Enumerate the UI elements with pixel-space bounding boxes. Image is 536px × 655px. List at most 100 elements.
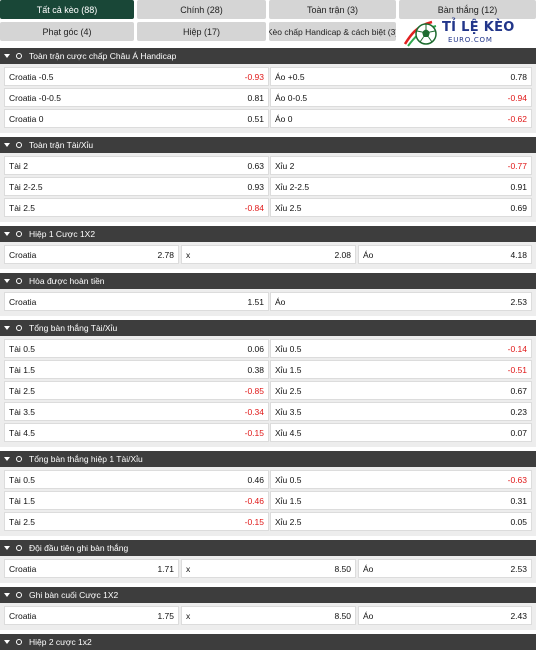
tab-main[interactable]: Chính (28) — [137, 0, 266, 19]
collapse-arrow-icon[interactable] — [4, 143, 10, 147]
odds-cell[interactable]: Xỉu 0.5 -0.63 — [270, 470, 532, 489]
settings-icon[interactable] — [16, 325, 22, 331]
odds-cell[interactable]: Croatia 1.75 — [4, 606, 179, 625]
tab-goals[interactable]: Bàn thắng (12) — [399, 0, 536, 19]
section-header[interactable]: Toàn trận cược chấp Châu Á Handicap — [0, 48, 536, 64]
collapse-arrow-icon[interactable] — [4, 546, 10, 550]
settings-icon[interactable] — [16, 142, 22, 148]
odds-cell[interactable]: Tài 1.5 -0.46 — [4, 491, 269, 510]
handicap-line: 1.5 — [23, 495, 36, 506]
odds-section: Toàn trận Tài/Xỉu Tài 2 0.63 Xỉu 2 -0.77 Tài … — [0, 137, 536, 222]
odds-cell[interactable]: Xỉu 4.5 0.07 — [270, 423, 532, 442]
odds-cell[interactable]: Áo +0.5 0.78 — [270, 67, 532, 86]
odds-cell[interactable]: Xỉu 2 -0.77 — [270, 156, 532, 175]
odds-cell[interactable]: x 8.50 — [181, 606, 356, 625]
odds-cell[interactable]: Tài 2 0.63 — [4, 156, 269, 175]
tab-handicap-margin[interactable]: Kèo chấp Handicap & cách biệt (3) — [269, 22, 396, 41]
odds-cell[interactable]: Xỉu 0.5 -0.14 — [270, 339, 532, 358]
odds-cell[interactable]: Tài 2.5 -0.15 — [4, 512, 269, 531]
collapse-arrow-icon[interactable] — [4, 279, 10, 283]
tab-corners[interactable]: Phạt góc (4) — [0, 22, 134, 41]
site-logo[interactable]: TỈ LỆ KÈO EURO.COM — [402, 18, 534, 48]
odds-cell[interactable]: Croatia 2.78 — [4, 245, 179, 264]
selection-label: Xỉu 2-2.5 — [275, 182, 510, 192]
section-title: Ghi bàn cuối Cược 1X2 — [29, 590, 119, 600]
settings-icon[interactable] — [16, 456, 22, 462]
section-header[interactable]: Hiệp 1 Cược 1X2 — [0, 226, 536, 242]
collapse-arrow-icon[interactable] — [4, 640, 10, 644]
section-header[interactable]: Hòa được hoàn tiền — [0, 273, 536, 289]
settings-icon[interactable] — [16, 278, 22, 284]
odds-cell[interactable]: Xỉu 2.5 0.05 — [270, 512, 532, 531]
tab-halves[interactable]: Hiệp (17) — [137, 22, 266, 41]
odds-cell[interactable]: Xỉu 1.5 -0.51 — [270, 360, 532, 379]
selection-label: Croatia 0 — [9, 114, 247, 124]
handicap-line: 2.5 — [289, 385, 302, 396]
odds-cell[interactable]: Xỉu 1.5 0.31 — [270, 491, 532, 510]
section-header[interactable]: Toàn trận Tài/Xỉu — [0, 137, 536, 153]
odds-cell[interactable]: Tài 2.5 -0.85 — [4, 381, 269, 400]
settings-icon[interactable] — [16, 53, 22, 59]
odds-cell[interactable]: Áo 2.53 — [270, 292, 532, 311]
odds-cell[interactable]: Áo 2.53 — [358, 559, 532, 578]
tab-full-match[interactable]: Toàn trận (3) — [269, 0, 396, 19]
odds-cell[interactable]: x 8.50 — [181, 559, 356, 578]
section-title: Hòa được hoàn tiền — [29, 276, 105, 286]
odds-cell[interactable]: Áo 4.18 — [358, 245, 532, 264]
odds-cell[interactable]: Áo 2.43 — [358, 606, 532, 625]
collapse-arrow-icon[interactable] — [4, 54, 10, 58]
odds-value: 1.71 — [157, 563, 174, 574]
selection-label: Áo — [363, 611, 510, 621]
section-header[interactable]: Hiệp 2 cược 1x2 — [0, 634, 536, 650]
collapse-arrow-icon[interactable] — [4, 457, 10, 461]
odds-row: Croatia 0 0.51 Áo 0 -0.62 — [0, 108, 536, 129]
selection-name: Croatia — [9, 71, 37, 82]
settings-icon[interactable] — [16, 639, 22, 645]
odds-value: 1.51 — [247, 296, 264, 307]
selection-label: Xỉu 2.5 — [275, 517, 510, 527]
odds-cell[interactable]: Croatia 1.51 — [4, 292, 269, 311]
selection-name: Croatia — [9, 249, 37, 260]
tab-all[interactable]: Tất cả kèo (88) — [0, 0, 134, 19]
odds-cell[interactable]: Croatia 1.71 — [4, 559, 179, 578]
section-header[interactable]: Tổng bàn thắng hiệp 1 Tài/Xỉu — [0, 451, 536, 467]
handicap-line: 0.5 — [289, 343, 302, 354]
odds-row: Croatia 1.51 Áo 2.53 — [0, 291, 536, 312]
odds-cell[interactable]: Xỉu 2.5 0.69 — [270, 198, 532, 217]
odds-cell[interactable]: Xỉu 2.5 0.67 — [270, 381, 532, 400]
odds-section: Ghi bàn cuối Cược 1X2 Croatia 1.75 x 8.50 Áo 2… — [0, 587, 536, 630]
settings-icon[interactable] — [16, 545, 22, 551]
section-header[interactable]: Tổng bàn thắng Tài/Xỉu — [0, 320, 536, 336]
odds-cell[interactable]: Croatia -0.5 -0.93 — [4, 67, 269, 86]
odds-cell[interactable]: Tài 0.5 0.06 — [4, 339, 269, 358]
odds-value: -0.51 — [507, 364, 527, 375]
section-header[interactable]: Đội đầu tiên ghi bàn thắng — [0, 540, 536, 556]
section-header[interactable]: Ghi bàn cuối Cược 1X2 — [0, 587, 536, 603]
odds-cell[interactable]: Tài 2.5 -0.84 — [4, 198, 269, 217]
odds-row: Tài 0.5 0.06 Xỉu 0.5 -0.14 — [0, 338, 536, 359]
odds-cell[interactable]: Tài 2-2.5 0.93 — [4, 177, 269, 196]
odds-value: 2.53 — [510, 296, 527, 307]
odds-cell[interactable]: Tài 3.5 -0.34 — [4, 402, 269, 421]
odds-cell[interactable]: Croatia -0-0.5 0.81 — [4, 88, 269, 107]
selection-label: Áo +0.5 — [275, 72, 510, 82]
odds-cell[interactable]: x 2.08 — [181, 245, 356, 264]
odds-value: 2.53 — [510, 563, 527, 574]
odds-row: Tài 2.5 -0.15 Xỉu 2.5 0.05 — [0, 511, 536, 532]
odds-cell[interactable]: Xỉu 2-2.5 0.91 — [270, 177, 532, 196]
odds-cell[interactable]: Tài 1.5 0.38 — [4, 360, 269, 379]
odds-cell[interactable]: Croatia 0 0.51 — [4, 109, 269, 128]
odds-cell[interactable]: Tài 0.5 0.46 — [4, 470, 269, 489]
odds-cell[interactable]: Áo 0 -0.62 — [270, 109, 532, 128]
selection-name: Áo — [275, 71, 286, 82]
odds-cell[interactable]: Tài 4.5 -0.15 — [4, 423, 269, 442]
odds-cell[interactable]: Áo 0-0.5 -0.94 — [270, 88, 532, 107]
odds-row: Tài 2 0.63 Xỉu 2 -0.77 — [0, 155, 536, 176]
collapse-arrow-icon[interactable] — [4, 593, 10, 597]
odds-cell[interactable]: Xỉu 3.5 0.23 — [270, 402, 532, 421]
selection-name: x — [186, 610, 191, 621]
settings-icon[interactable] — [16, 592, 22, 598]
collapse-arrow-icon[interactable] — [4, 232, 10, 236]
settings-icon[interactable] — [16, 231, 22, 237]
collapse-arrow-icon[interactable] — [4, 326, 10, 330]
